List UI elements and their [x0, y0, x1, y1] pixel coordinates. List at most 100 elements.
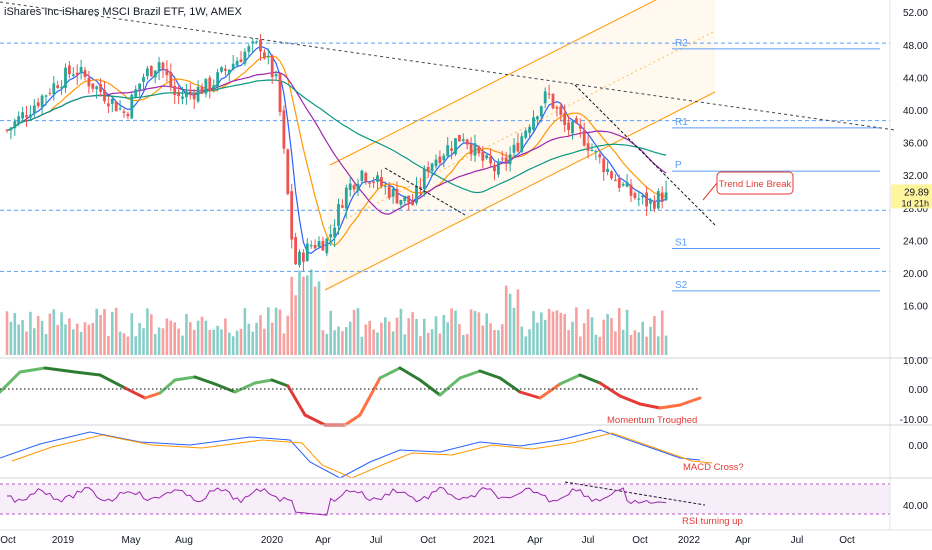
volume-bar: [407, 318, 410, 355]
momentum-tick-label: -10.00: [900, 415, 929, 426]
volume-bar: [134, 336, 137, 355]
candle-body: [118, 108, 122, 110]
last-price-label: 29.89: [904, 187, 929, 198]
volume-bar: [610, 317, 613, 355]
candle-body: [512, 144, 516, 153]
volume-bar: [91, 322, 95, 355]
candle-body: [598, 154, 602, 158]
time-tick-label: Jul: [370, 535, 383, 546]
volume-bar: [60, 312, 63, 355]
pivot-label-s2: S2: [675, 280, 688, 291]
volume-bar: [395, 317, 399, 355]
volume-bar: [376, 332, 379, 355]
volume-bar: [532, 311, 535, 355]
candle-body: [188, 91, 192, 93]
volume-bar: [454, 310, 457, 355]
candle-body: [83, 70, 87, 78]
candle-body: [465, 139, 469, 145]
ma-long-line: [6, 79, 667, 194]
volume-bar: [239, 328, 243, 355]
momentum-line: [143, 391, 162, 400]
candle-body: [391, 188, 395, 197]
candle-body: [508, 154, 512, 165]
macd-signal-line: [11, 432, 713, 479]
candle-body: [559, 106, 563, 115]
candle-body: [126, 113, 130, 117]
volume-bar: [25, 331, 28, 355]
candle-body: [142, 77, 145, 82]
candle-body: [103, 90, 106, 102]
candle-body: [32, 105, 36, 115]
candle-body: [621, 183, 625, 186]
candle-body: [337, 204, 340, 226]
volume-bar: [118, 331, 122, 355]
ma-mid-line: [6, 55, 667, 247]
momentum-line: [678, 396, 702, 407]
momentum-line: [578, 373, 602, 385]
momentum-line: [458, 369, 482, 380]
price-tick-label: 24.00: [903, 236, 928, 247]
candle-body: [251, 41, 255, 44]
candle-body: [415, 185, 418, 204]
candle-body: [645, 192, 648, 207]
candle-body: [181, 96, 184, 99]
candle-body: [235, 60, 239, 66]
momentum-line: [658, 403, 682, 410]
candle-body: [551, 93, 555, 109]
candle-body: [173, 85, 177, 95]
price-tick-label: 48.00: [903, 41, 928, 52]
candle-body: [185, 91, 188, 98]
chart-title: iShares Inc iShares MSCI Brazil ETF, 1W,…: [4, 6, 242, 18]
candle-body: [536, 116, 539, 120]
macd-annotation: MACD Cross?: [683, 462, 744, 473]
candle-body: [204, 78, 208, 94]
candle-body: [13, 121, 17, 129]
candle-body: [383, 185, 387, 187]
volume-bar: [415, 318, 418, 355]
volume-bar: [524, 336, 527, 355]
momentum-tick-label: 10.00: [903, 356, 928, 367]
volume-bar: [317, 281, 321, 355]
candle-body: [130, 94, 134, 119]
rsi-trend-line: [564, 481, 706, 506]
momentum-line: [598, 381, 622, 398]
momentum-line: [498, 376, 522, 394]
candle-body: [438, 156, 442, 164]
volume-bar: [173, 322, 176, 355]
candle-body: [446, 145, 450, 157]
volume-bar: [103, 309, 106, 355]
channel-fill: [325, 0, 715, 290]
volume-bar: [547, 308, 551, 355]
volume-bar: [411, 312, 414, 355]
volume-bar: [216, 325, 219, 355]
volume-bar: [220, 329, 223, 355]
time-tick-label: Jul: [791, 535, 804, 546]
candle-body: [305, 243, 309, 262]
volume-bar: [228, 332, 231, 355]
candle-body: [286, 149, 290, 194]
candle-body: [477, 146, 481, 154]
candle-body: [637, 198, 641, 200]
candle-body: [87, 77, 91, 87]
time-tick-label: Oct: [632, 535, 648, 546]
candle-body: [387, 186, 391, 198]
candle-body: [56, 85, 60, 89]
trend-break-pointer: [702, 182, 718, 201]
macd-line: [0, 429, 701, 479]
candle-body: [602, 158, 606, 172]
price-tick-label: 40.00: [903, 106, 928, 117]
momentum-line: [538, 382, 562, 400]
candle-body: [309, 245, 313, 247]
volume-bar: [313, 286, 317, 355]
candle-body: [36, 102, 40, 107]
candle-body: [578, 124, 582, 129]
candle-body: [302, 252, 305, 262]
volume-bar: [306, 275, 309, 355]
candle-body: [40, 95, 44, 108]
volume-bar: [458, 324, 461, 355]
candle-body: [5, 129, 9, 131]
candle-body: [571, 121, 574, 134]
candle-body: [79, 67, 83, 74]
candle-body: [450, 148, 453, 151]
